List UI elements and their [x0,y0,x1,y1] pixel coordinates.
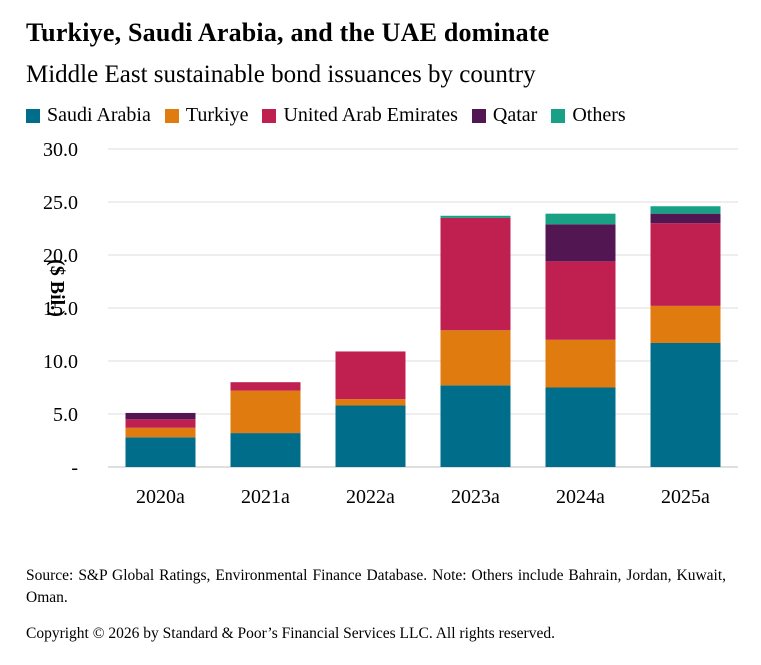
bar-segment-saudi-arabia [335,405,406,467]
chart-subtitle: Middle East sustainable bond issuances b… [26,61,536,88]
legend-label: Turkiye [185,104,249,126]
x-tick-label: 2022a [346,486,395,508]
x-tick-label: 2023a [451,486,500,508]
y-tick-label: - [71,457,78,479]
bar-segment-united-arab-emirates [125,419,196,428]
bar-segment-turkiye [335,399,406,406]
bar-segment-united-arab-emirates [545,261,616,340]
bar-segment-united-arab-emirates [230,382,301,391]
x-tick-label: 2025a [661,486,710,508]
bar-segment-qatar [125,412,196,420]
legend-swatch [471,108,486,123]
copyright-note: Copyright © 2026 by Standard & Poor’s Fi… [26,625,555,642]
y-tick-label: 15.0 [43,298,78,320]
legend-label: Others [572,104,626,126]
y-tick-label: 10.0 [43,351,78,373]
y-tick-label: 30.0 [43,139,78,161]
bar-segment-saudi-arabia [545,387,616,467]
stacked-bar-chart: - 5.0 10.0 15.0 20.0 25.0 30.0 2020a 2021a 2022a 2… [43,139,738,508]
legend-label: Qatar [492,104,538,126]
chart-legend: Saudi Arabia Turkiye United Arab Emirates Q… [26,104,626,127]
bar-segment-others [440,215,511,218]
x-tick-label: 2020a [136,486,185,508]
bar-segment-saudi-arabia [125,437,196,467]
legend-swatch [551,108,566,123]
bar-segment-united-arab-emirates [440,217,511,331]
bar-segment-united-arab-emirates [335,351,406,400]
legend-swatch [164,108,179,123]
legend-item-1: Turkiye [164,104,249,127]
y-tick-label: 20.0 [43,245,78,267]
legend-item-2: United Arab Emirates [262,104,458,127]
x-tick-label: 2021a [241,486,290,508]
x-tick-label: 2024a [556,486,605,508]
legend-label: United Arab Emirates [283,104,458,126]
y-tick-label: 5.0 [53,404,78,426]
bar-segment-qatar [650,213,721,224]
bar-segment-saudi-arabia [440,385,511,467]
legend-item-4: Others [551,104,626,127]
bar-segment-turkiye [440,330,511,386]
y-axis-label: ($ Bil.) [46,259,68,317]
legend-swatch [26,108,40,123]
bar-segment-turkiye [230,390,301,434]
legend-swatch [262,108,277,123]
legend-item-0: Saudi Arabia [26,104,151,127]
bar-segment-united-arab-emirates [650,223,721,306]
bar-segment-turkiye [125,427,196,438]
chart-title: Turkiye, Saudi Arabia, and the UAE domin… [26,18,550,47]
bar-segment-turkiye [650,305,721,343]
bar-segment-saudi-arabia [230,433,301,467]
bar-segment-others [545,213,616,225]
y-tick-label: 25.0 [43,192,78,214]
source-note: Source: S&P Global Ratings, Environmenta… [26,567,726,606]
bar-segment-turkiye [545,339,616,388]
bar-segment-others [650,206,721,214]
bar-segment-qatar [545,224,616,262]
legend-label: Saudi Arabia [47,104,151,126]
legend-item-3: Qatar [471,104,538,127]
bar-segment-saudi-arabia [650,342,721,467]
